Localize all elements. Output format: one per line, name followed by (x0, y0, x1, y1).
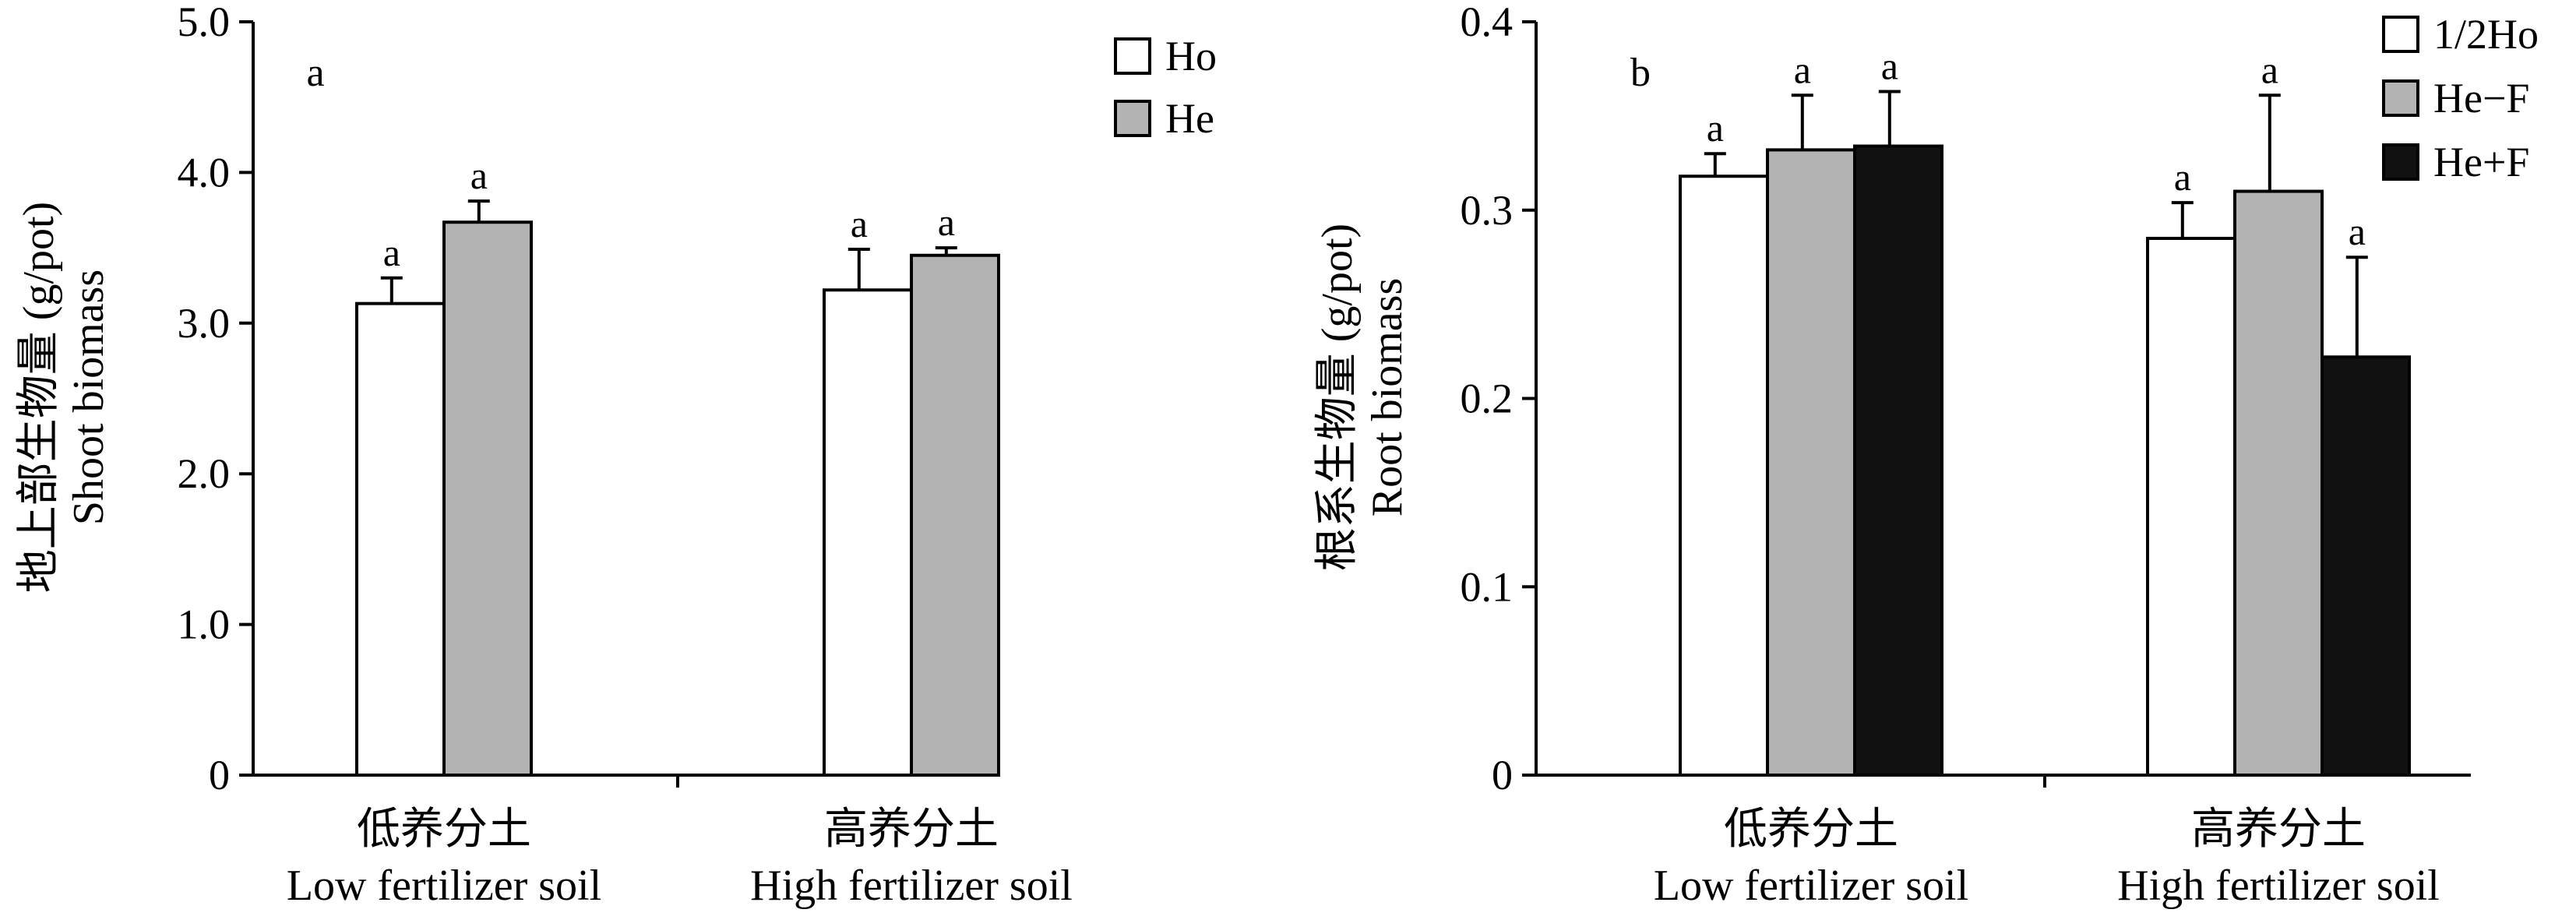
panel-label: b (1630, 51, 1651, 95)
bar-He−F-0 (1766, 148, 1856, 777)
y-axis-title-en: Root biomass (1363, 278, 1411, 516)
legend-swatch-He−F (2382, 79, 2419, 117)
legend-swatch-He+F (2382, 143, 2419, 181)
y-tick-label: 0 (209, 752, 230, 798)
bar-Ho-0 (355, 301, 446, 777)
legend-swatch-He (1114, 100, 1151, 137)
significance-label: a (383, 231, 400, 274)
bar-He-1 (910, 253, 1000, 777)
significance-label: a (1794, 48, 1811, 91)
legend-label: He (1165, 95, 1214, 142)
y-tick-label: 5.0 (178, 0, 231, 45)
x-category-label-en: High fertilizer soil (750, 862, 1073, 910)
bar-He−F-1 (2233, 189, 2324, 777)
legend-swatch-1/2Ho (2382, 16, 2419, 53)
significance-label: a (2174, 155, 2191, 199)
significance-label: a (938, 200, 955, 244)
y-axis-title-en: Shoot biomass (65, 270, 113, 525)
significance-label: a (1881, 44, 1898, 87)
y-axis-title-zh: 根系生物量 (g/pot) (1313, 224, 1362, 571)
significance-label: a (470, 153, 488, 197)
y-tick-label: 3.0 (178, 300, 231, 347)
y-tick-label: 0.1 (1461, 563, 1514, 610)
x-category-label-en: Low fertilizer soil (287, 862, 601, 910)
legend-label: He+F (2433, 139, 2529, 185)
y-tick-label: 0.2 (1461, 375, 1514, 422)
x-category-label-zh: 高养分土 (824, 805, 999, 854)
x-category-label-zh: 低养分土 (357, 805, 531, 854)
bar-Ho-1 (823, 288, 913, 777)
bar-He+F-1 (2321, 355, 2411, 777)
bar-1/2Ho-1 (2146, 237, 2236, 777)
y-tick-label: 0.3 (1461, 187, 1514, 234)
y-axis-title-zh: 地上部生物量 (g/pot) (15, 202, 63, 593)
x-category-label-en: Low fertilizer soil (1654, 862, 1968, 910)
y-tick-label: 0.4 (1461, 0, 1514, 45)
chart-panel-b: 0 0.1 0.2 0.3 0.4 a a a a a a 低养分土 Low fertilizer so… (1313, 0, 2539, 910)
legend-label: He−F (2433, 75, 2529, 122)
x-category-label-zh: 高养分土 (2191, 805, 2366, 854)
y-tick-label: 4.0 (178, 149, 231, 196)
y-tick-label: 1.0 (178, 601, 231, 648)
significance-label: a (1707, 106, 1724, 150)
y-tick-label: 2.0 (178, 450, 231, 497)
significance-label: a (2349, 210, 2366, 253)
legend-label: Ho (1165, 33, 1217, 79)
bar-He+F-0 (1853, 144, 1943, 777)
chart-panel-a: 0 1.0 2.0 3.0 4.0 5.0 a a a a 低养分土 Low fertilizer s… (15, 0, 1217, 910)
significance-label: a (2261, 48, 2278, 91)
panel-label: a (306, 51, 324, 95)
x-category-label-zh: 低养分土 (1724, 805, 1898, 854)
legend-label: 1/2Ho (2433, 11, 2539, 58)
legend-swatch-Ho (1114, 37, 1151, 75)
x-category-label-en: High fertilizer soil (2117, 862, 2440, 910)
y-tick-label: 0 (1492, 752, 1513, 798)
significance-label: a (851, 202, 868, 245)
bar-He-0 (442, 220, 533, 777)
bar-1/2Ho-0 (1679, 174, 1769, 777)
